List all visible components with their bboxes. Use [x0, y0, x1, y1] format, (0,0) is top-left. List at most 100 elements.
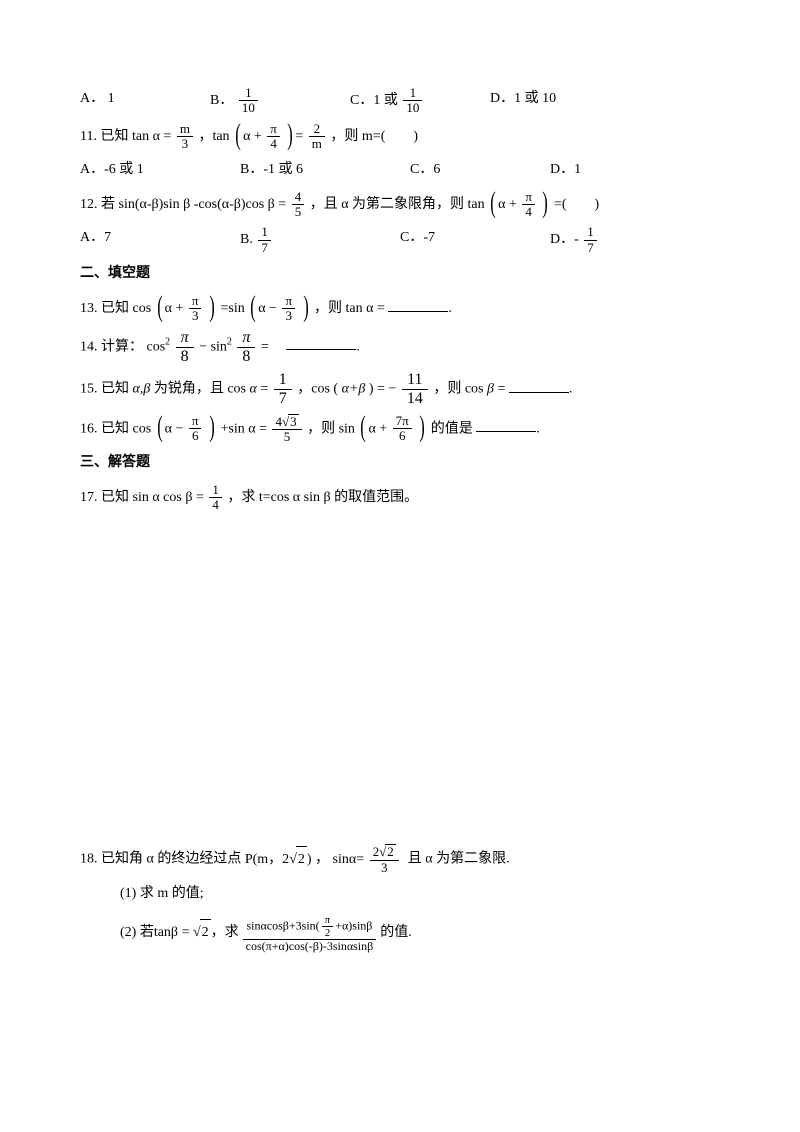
- q10-c-label: C．1 或: [350, 93, 398, 108]
- lparen-icon-4: (: [250, 293, 256, 320]
- q17: 17. 已知 sin α cos β = 14 ，求 t=cos α sin β…: [80, 483, 720, 513]
- q18-sina: sinα= 2√2 3: [333, 852, 405, 867]
- q15-pre: 15. 已知: [80, 382, 129, 397]
- q10-b-label: B．: [210, 93, 233, 108]
- rparen-icon-4: ): [303, 293, 309, 320]
- frac-2-m: 2m: [309, 122, 325, 152]
- q15-t4: ，则 cos: [433, 382, 483, 397]
- q14-cos: cos: [147, 339, 166, 354]
- frac-pi-6-a: π6: [189, 414, 202, 444]
- q18-l2: (1) 求 m 的值;: [80, 881, 720, 908]
- rparen-icon-2: ): [543, 189, 549, 216]
- q15-beta: β: [487, 382, 494, 397]
- frac-7pi-6: 7π6: [393, 414, 412, 444]
- lparen-icon-2: (: [490, 189, 496, 216]
- frac-pi-8-b: π8: [237, 329, 255, 365]
- q12-c: C．-7: [400, 225, 550, 255]
- q11-stem: 11. 已知 tan α = m3 ，tan (α + π4 )= 2m ，则 …: [80, 122, 720, 152]
- q18-l1a: 18. 已知角 α 的终边经过点: [80, 852, 241, 867]
- q11-pre: 11. 已知 tan α =: [80, 129, 171, 144]
- q11-mid: ，tan: [198, 129, 229, 144]
- q15-alpha: α: [250, 382, 257, 397]
- rparen-icon-3: ): [209, 293, 215, 320]
- q15-ab: α,β: [133, 382, 151, 397]
- frac-pi-8-a: π8: [176, 329, 194, 365]
- q18-point: P(m，2√2): [245, 852, 312, 867]
- q12-d-label: D．-: [550, 232, 579, 247]
- q18-l3a: (2) 若: [120, 920, 154, 947]
- q11-a: A．-6 或 1: [80, 157, 240, 184]
- q11-b: B．-1 或 6: [240, 157, 410, 184]
- lparen-icon-6: (: [361, 413, 367, 440]
- q17-pre: 17. 已知 sin α cos β =: [80, 490, 204, 505]
- q18-l3b: ，求: [211, 920, 239, 947]
- q11-d: D．1: [550, 157, 581, 184]
- section-fill-heading: 二、填空题: [80, 261, 720, 288]
- q14-eq: =: [261, 339, 283, 354]
- q18-end: 的值.: [380, 920, 412, 947]
- q10-a-label: A．: [80, 91, 104, 106]
- q12-stem: 12. 若 sin(α-β)sin β -cos(α-β)cos β = 45 …: [80, 190, 720, 220]
- frac-pi-4-a: π4: [267, 122, 280, 152]
- q18-bigfrac: sinαcosβ+3sin(π2+α)sinβ cos(π+α)cos(-β)-…: [243, 914, 377, 953]
- frac-2rt2-3: 2√2 3: [370, 844, 399, 875]
- frac-1-10-c: 110: [403, 86, 422, 116]
- frac-1-7-b: 17: [258, 225, 271, 255]
- q14-pre: 14. 计算：: [80, 339, 143, 354]
- q11-post: ，则 m=( ): [330, 129, 418, 144]
- section-solve-heading: 三、解答题: [80, 450, 720, 477]
- q10-d-label: D．1 或 10: [490, 91, 556, 106]
- q13-mid: =sin: [220, 301, 244, 316]
- q13-post: ，则 tan α =: [314, 301, 385, 316]
- frac-1-10-b: 110: [239, 86, 258, 116]
- q16-pre: 16. 已知 cos: [80, 421, 151, 436]
- q16-post: 的值是: [431, 421, 473, 436]
- frac-pi-4-b: π4: [522, 190, 535, 220]
- frac-11-14: 1114: [402, 371, 428, 407]
- frac-pi-3-a: π3: [189, 294, 202, 324]
- lparen-icon: (: [235, 121, 241, 148]
- q18-l1b: 且 α 为第二象限.: [408, 852, 510, 867]
- blank-15: [509, 378, 569, 393]
- q16-mid2: ，则 sin: [307, 421, 355, 436]
- q12-post: =( ): [554, 197, 599, 212]
- q15-t1: 为锐角，且 cos: [154, 382, 246, 397]
- q17-post: ，求 t=cos α sin β 的取值范围。: [227, 490, 418, 505]
- frac-1-7: 17: [274, 371, 292, 407]
- q15-eq1: =: [260, 382, 268, 397]
- rparen-icon-6: ): [420, 413, 426, 440]
- q12-a: A．7: [80, 225, 240, 255]
- blank-14: [286, 335, 356, 350]
- q11-c: C．6: [410, 157, 550, 184]
- q11-options: A．-6 或 1 B．-1 或 6 C．6 D．1: [80, 157, 720, 184]
- q12-mid: ，且 α 为第二象限角，则 tan: [310, 197, 485, 212]
- rparen-icon-5: ): [209, 413, 215, 440]
- q13: 13. 已知 cos (α + π3 ) =sin (α − π3 ) ，则 t…: [80, 294, 720, 324]
- frac-pi-3-b: π3: [282, 294, 295, 324]
- rparen-icon: ): [288, 121, 294, 148]
- q16: 16. 已知 cos (α − π6 ) +sin α = 4√3 5 ，则 s…: [80, 414, 720, 445]
- q15-t2: ，cos (: [297, 382, 338, 397]
- frac-1-7-d: 17: [584, 225, 597, 255]
- q18-l1: 18. 已知角 α 的终边经过点 P(m，2√2) ， sinα= 2√2 3 …: [80, 844, 720, 875]
- q18-tanb: tanβ = √2: [154, 919, 211, 947]
- q14: 14. 计算： cos2 π8 − sin2 π8 = .: [80, 329, 720, 365]
- frac-4-5: 45: [292, 190, 305, 220]
- lparen-icon-3: (: [157, 293, 163, 320]
- workspace-gap: [80, 518, 720, 838]
- blank-13: [388, 297, 448, 312]
- lparen-icon-5: (: [157, 413, 163, 440]
- q16-mid: +sin α =: [220, 421, 266, 436]
- q12-b-label: B.: [240, 232, 253, 247]
- frac-4rt3-5: 4√3 5: [272, 414, 301, 445]
- q15: 15. 已知 α,β 为锐角，且 cos α = 17 ，cos ( α+β )…: [80, 371, 720, 407]
- q10-options: A． 1 B． 110 C．1 或 110 D．1 或 10: [80, 86, 720, 116]
- q12-pre: 12. 若 sin(α-β)sin β -cos(α-β)cos β =: [80, 197, 286, 212]
- q15-apb: α+β: [342, 382, 366, 397]
- blank-16: [476, 417, 536, 432]
- q18-comma: ，: [315, 852, 329, 867]
- q18-l3: (2) 若 tanβ = √2 ，求 sinαcosβ+3sin(π2+α)si…: [80, 914, 720, 953]
- q14-minus: − sin: [199, 339, 227, 354]
- q13-pre: 13. 已知 cos: [80, 301, 151, 316]
- q15-eq2: =: [497, 382, 505, 397]
